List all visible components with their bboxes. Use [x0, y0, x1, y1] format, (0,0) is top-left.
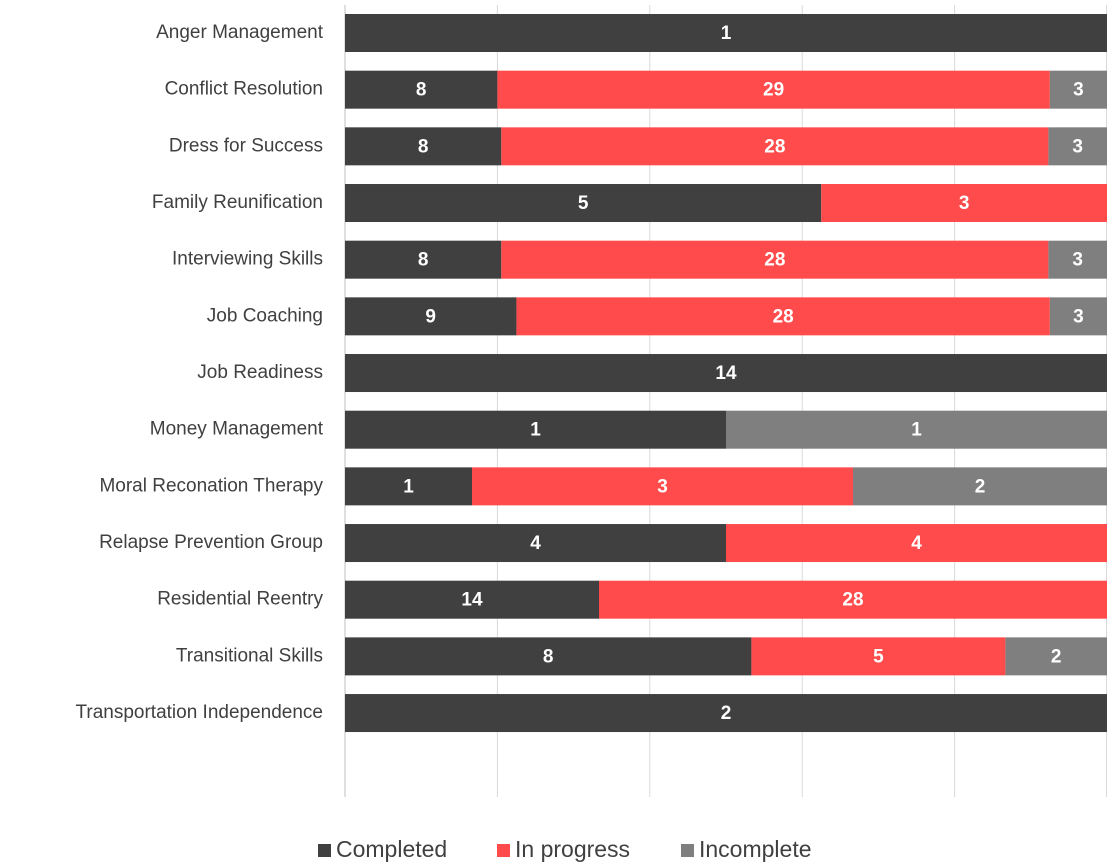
bar-segment [516, 297, 1050, 336]
legend-label: Incomplete [699, 836, 812, 862]
data-label: 14 [715, 363, 737, 384]
bar-segment [1049, 297, 1107, 336]
bar-segment [853, 467, 1107, 506]
data-label: 29 [763, 80, 784, 101]
data-label: 28 [764, 136, 785, 157]
bar-segment [345, 354, 1107, 393]
bar-segment [345, 14, 1107, 52]
data-label: 8 [418, 250, 429, 271]
bar-segment [726, 410, 1107, 449]
bar-segment [497, 70, 1050, 109]
data-label: 2 [1051, 646, 1062, 667]
bar-segment [751, 637, 1006, 676]
bar-segment [345, 637, 752, 676]
legend-swatch [497, 844, 510, 857]
data-label: 3 [959, 193, 970, 214]
data-label: 5 [578, 193, 589, 214]
y-tick-label: Transportation Independence [75, 702, 323, 723]
data-label: 1 [721, 23, 732, 44]
bar-segment [345, 184, 822, 223]
y-tick-label: Residential Reentry [157, 589, 323, 610]
bar-segment [345, 580, 599, 619]
y-tick-label: Money Management [150, 419, 324, 440]
bar-segment [345, 467, 472, 506]
bar-segment [345, 240, 502, 279]
legend-swatch [318, 844, 331, 857]
data-label: 1 [530, 420, 541, 441]
bar-segment [501, 240, 1049, 279]
y-tick-label: Dress for Success [169, 135, 323, 156]
bar-segment [501, 127, 1049, 166]
data-label: 28 [764, 250, 785, 271]
data-label: 1 [911, 420, 922, 441]
y-tick-label: Job Coaching [207, 305, 323, 326]
data-label: 3 [1072, 250, 1083, 271]
data-label: 14 [461, 590, 483, 611]
bar-segment [726, 524, 1107, 563]
data-label: 8 [416, 80, 427, 101]
legend-label: In progress [515, 836, 630, 862]
data-label: 28 [773, 306, 794, 327]
bar-segment [345, 70, 498, 109]
bar-segment [599, 580, 1107, 619]
bar-segment [345, 297, 517, 336]
legend-swatch [681, 844, 694, 857]
bar-segment [1048, 127, 1107, 166]
y-tick-label: Conflict Resolution [165, 79, 323, 100]
y-tick-label: Interviewing Skills [172, 249, 323, 270]
data-label: 3 [1073, 306, 1084, 327]
bar-segment [345, 410, 726, 449]
data-label: 8 [543, 646, 554, 667]
y-tick-label: Job Readiness [197, 362, 323, 383]
data-label: 3 [657, 476, 668, 497]
data-label: 9 [425, 306, 436, 327]
y-tick-label: Relapse Prevention Group [99, 532, 323, 553]
data-label: 3 [1072, 136, 1083, 157]
data-label: 4 [911, 533, 922, 554]
bar-segment [345, 694, 1107, 733]
bar-segment [1049, 70, 1107, 109]
bar-segment [1048, 240, 1107, 279]
bar-segment [821, 184, 1107, 223]
data-label: 3 [1073, 80, 1084, 101]
data-label: 1 [403, 476, 414, 497]
y-tick-label: Anger Management [156, 22, 324, 43]
y-tick-label: Moral Reconation Therapy [99, 475, 323, 496]
bar-segment [1005, 637, 1107, 676]
data-label: 2 [721, 703, 732, 724]
data-label: 5 [873, 646, 884, 667]
data-label: 2 [975, 476, 986, 497]
y-tick-label: Transitional Skills [176, 645, 323, 666]
bar-segment [345, 524, 726, 563]
bar-segment [345, 127, 502, 166]
data-label: 4 [530, 533, 541, 554]
legend-label: Completed [336, 836, 447, 862]
bar-segment [472, 467, 853, 506]
data-label: 28 [842, 590, 863, 611]
y-tick-label: Family Reunification [152, 192, 323, 213]
data-label: 8 [418, 136, 429, 157]
